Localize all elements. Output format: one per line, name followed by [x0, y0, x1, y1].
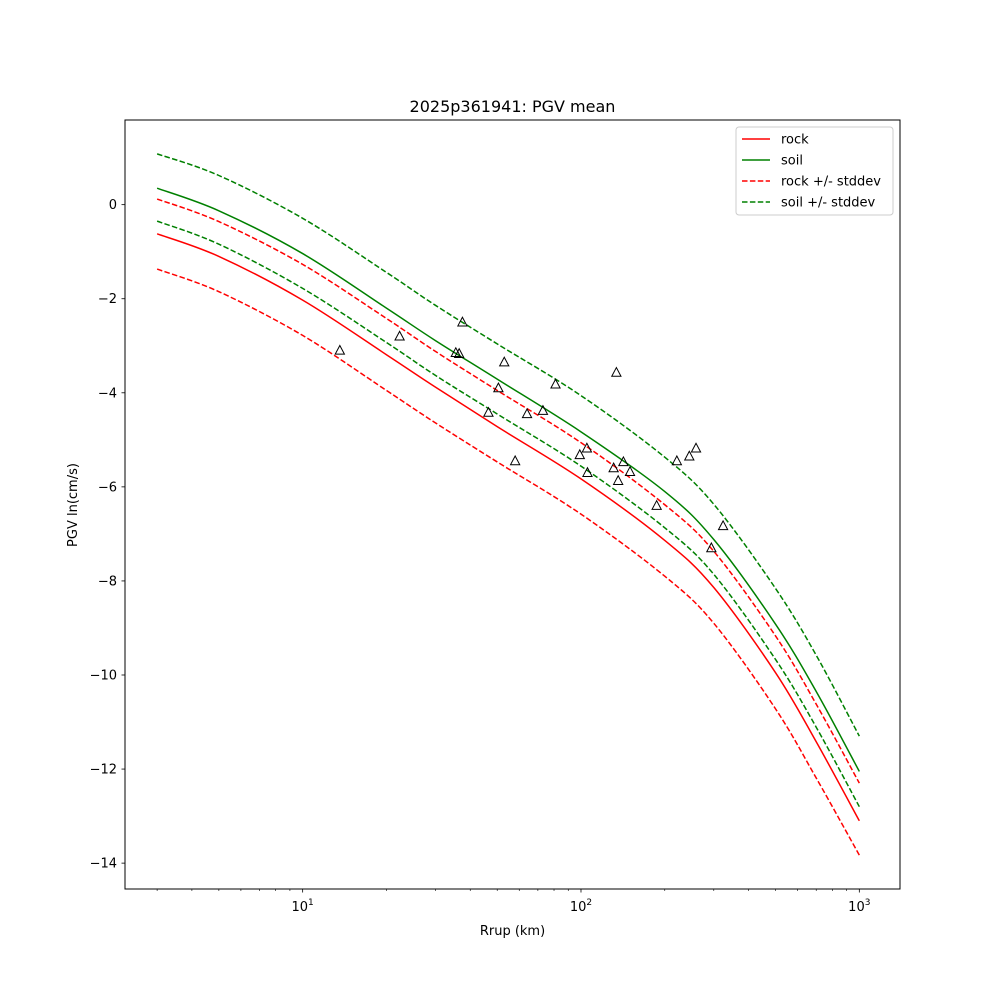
observation-point-21	[671, 454, 683, 466]
legend-label: rock	[781, 133, 809, 148]
series-line-soil-stddev-5	[156, 220, 860, 808]
y-axis-label: PGV ln(cm/s)	[66, 463, 81, 547]
y-tick-label: −4	[98, 386, 117, 401]
observation-point-9	[521, 407, 533, 419]
observation-point-12	[574, 448, 586, 460]
legend: rock soil rock +/- stddev soil +/- stddev	[735, 126, 894, 216]
x-axis-label: Rrup (km)	[480, 924, 545, 939]
observation-point-18	[617, 455, 629, 467]
observation-point-23	[690, 442, 702, 453]
observation-point-16	[610, 366, 622, 377]
y-tick-label: −8	[98, 574, 117, 589]
series-line-rock-stddev-2	[156, 198, 860, 784]
observation-point-17	[612, 474, 624, 485]
legend-label: soil	[781, 154, 803, 169]
observation-point-6	[492, 382, 504, 393]
series-layer	[156, 153, 860, 856]
y-tick-label: −2	[98, 292, 117, 307]
series-line-rock-stddev-3	[156, 268, 860, 856]
observation-point-0	[334, 344, 346, 355]
observation-point-5	[483, 406, 494, 417]
chart-title: 2025p361941: PGV mean	[410, 97, 616, 116]
observation-point-13	[581, 442, 593, 453]
observation-point-24	[705, 541, 717, 553]
observation-point-19	[624, 465, 636, 477]
legend-label: soil +/- stddev	[781, 196, 876, 211]
observation-points	[334, 316, 729, 553]
observation-point-3	[453, 347, 465, 358]
legend-label: rock +/- stddev	[781, 175, 881, 190]
y-tick-label: −12	[90, 763, 117, 778]
observation-point-1	[394, 330, 406, 341]
y-axis: 0 −2 −4 −6 −8 −10 −12 −14	[90, 198, 125, 872]
observation-point-2	[450, 346, 462, 358]
observation-point-11	[550, 378, 561, 389]
observation-point-20	[651, 499, 663, 510]
x-tick-label: 101	[292, 898, 314, 915]
x-tick-label: 103	[848, 898, 870, 915]
y-tick-label: 0	[109, 198, 117, 213]
x-axis: 101 102 103	[156, 889, 870, 915]
series-line-rock-0	[156, 233, 860, 822]
series-line-soil-1	[156, 187, 860, 772]
observation-point-10	[537, 404, 549, 415]
y-tick-label: −10	[90, 668, 117, 683]
observation-point-25	[717, 519, 729, 531]
plot-frame	[124, 119, 901, 890]
legend-box	[735, 126, 894, 216]
x-tick-label: 102	[570, 898, 592, 915]
observation-point-14	[582, 466, 593, 477]
observation-point-8	[509, 454, 521, 466]
observation-point-4	[456, 316, 468, 327]
observation-point-22	[683, 450, 695, 461]
y-tick-label: −6	[98, 480, 117, 495]
y-tick-label: −14	[90, 857, 117, 872]
observation-point-15	[608, 461, 620, 473]
observation-point-7	[498, 356, 510, 367]
